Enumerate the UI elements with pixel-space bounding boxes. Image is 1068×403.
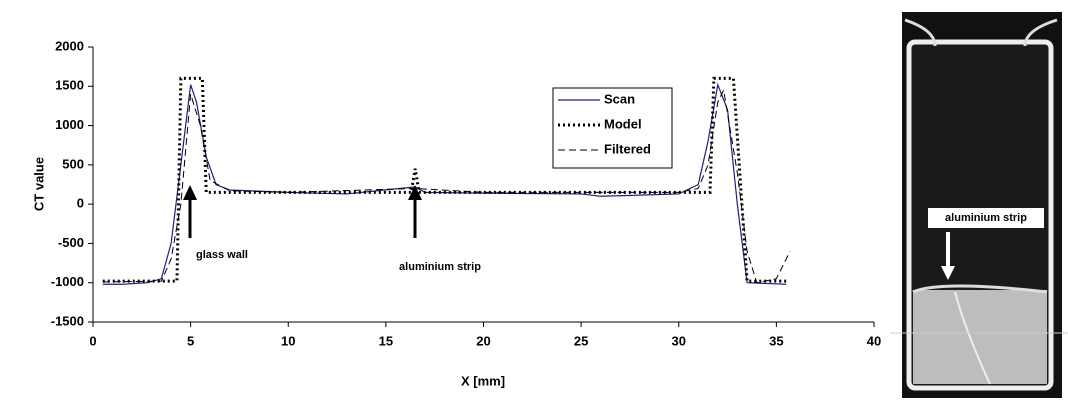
y-tick-label: 2000: [55, 38, 84, 53]
x-tick-label: 30: [672, 333, 686, 348]
y-axis-title: CT value: [31, 157, 46, 211]
y-tick-label: 1500: [55, 78, 84, 93]
sample: [913, 290, 1047, 384]
annotation: glass wall: [196, 249, 248, 261]
y-tick-label: -1500: [51, 313, 84, 328]
x-tick-label: 25: [574, 333, 588, 348]
legend-label: Scan: [604, 91, 635, 106]
ct-image: aluminium strip: [890, 0, 1068, 398]
y-tick-label: -1000: [51, 274, 84, 289]
x-tick-label: 0: [89, 333, 96, 348]
y-tick-label: -500: [58, 235, 84, 250]
annotation: aluminium strip: [399, 261, 481, 273]
x-tick-label: 5: [187, 333, 194, 348]
y-tick-label: 1000: [55, 117, 84, 132]
x-tick-label: 40: [867, 333, 881, 348]
x-tick-label: 15: [379, 333, 393, 348]
x-axis-title: X [mm]: [461, 373, 505, 388]
x-tick-label: 20: [476, 333, 490, 348]
x-tick-label: 35: [769, 333, 783, 348]
legend-label: Model: [604, 116, 642, 131]
page: CT value X [mm] aluminium strip -1500 -10…: [0, 0, 1068, 398]
y-tick-label: 500: [62, 156, 84, 171]
legend-label: Filtered: [604, 141, 651, 156]
x-tick-label: 10: [281, 333, 295, 348]
y-tick-label: 0: [77, 196, 84, 211]
image-label: aluminium strip: [945, 212, 1027, 224]
